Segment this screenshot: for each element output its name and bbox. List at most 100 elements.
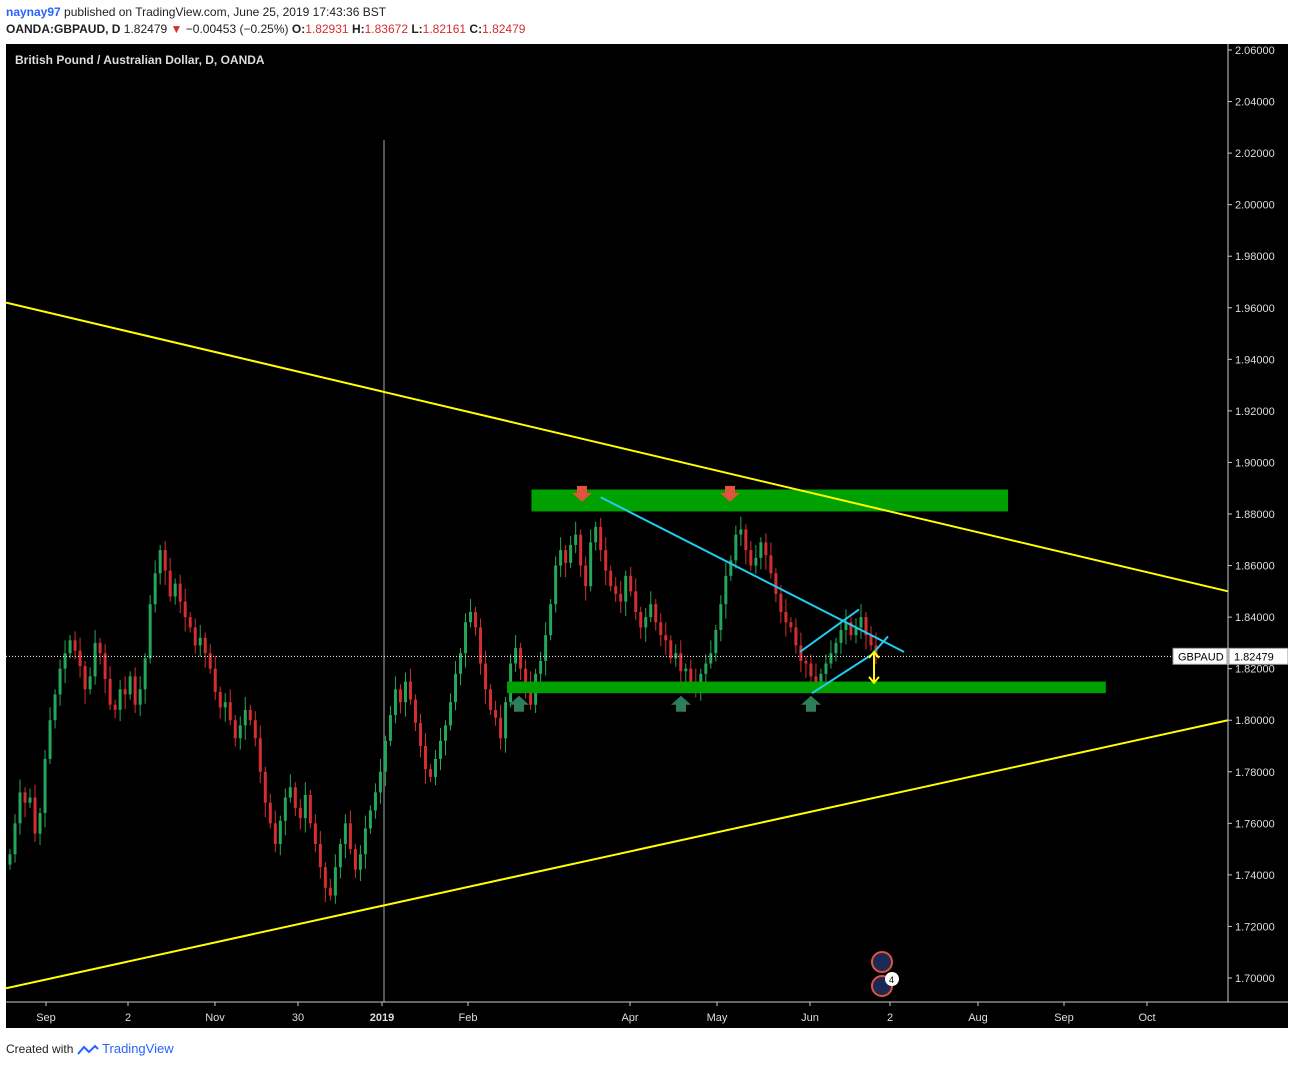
- x-tick-label: 2019: [370, 1012, 394, 1024]
- candle-body: [769, 555, 773, 574]
- candle-body: [759, 542, 763, 558]
- y-tick-label: 1.82000: [1235, 664, 1275, 676]
- candle-body: [579, 534, 583, 566]
- y-tick-label: 1.76000: [1235, 818, 1275, 830]
- candle-body: [829, 653, 833, 664]
- candle-body: [273, 823, 277, 844]
- down-triangle-icon: ▼: [170, 22, 183, 36]
- price-label-symbol: GBPAUD: [1178, 651, 1224, 663]
- candle-body: [664, 635, 668, 641]
- x-tick-label: Feb: [459, 1012, 478, 1024]
- candle-body: [98, 642, 102, 654]
- support-resistance-zone: [507, 681, 1106, 694]
- flag-au-icon[interactable]: [871, 951, 893, 973]
- channel-line: [811, 653, 873, 694]
- candle-body: [539, 660, 543, 674]
- candle-body: [233, 720, 237, 739]
- candle-body: [839, 630, 843, 643]
- price-label-symbol-box: [1172, 647, 1228, 665]
- y-tick-label: 2.00000: [1235, 200, 1275, 212]
- candle-body: [484, 663, 488, 690]
- candle-body: [128, 676, 132, 695]
- candle-body: [18, 792, 22, 824]
- candle-body: [454, 673, 458, 703]
- candle-body: [459, 653, 463, 674]
- low-label: L:: [411, 22, 423, 36]
- candle-body: [293, 787, 297, 808]
- candle-body: [569, 544, 573, 563]
- candle-body: [283, 797, 287, 821]
- price-chart[interactable]: 2.06000 2.04000 2.02000 2.00000 1.98000 1.960…: [6, 44, 1288, 1028]
- candle-body: [123, 689, 127, 695]
- candle-body: [869, 635, 873, 646]
- channel: [600, 496, 905, 694]
- candle-body: [564, 550, 568, 563]
- candle-body: [824, 663, 828, 674]
- candle-body: [208, 653, 212, 669]
- candle-body: [589, 542, 593, 587]
- channel-line: [600, 496, 905, 653]
- candle-body: [684, 668, 688, 672]
- candle-body: [779, 593, 783, 612]
- candle-body: [834, 642, 838, 654]
- high-value: 1.83672: [364, 22, 408, 36]
- y-tick-label: 2.06000: [1235, 45, 1275, 57]
- candle-body: [193, 627, 197, 646]
- target-arrow-down-icon: [868, 676, 880, 685]
- down-arrow-icon: [720, 485, 740, 502]
- candle-body: [554, 565, 558, 605]
- candle-body: [338, 843, 342, 868]
- candle-body: [83, 666, 87, 690]
- candle-body: [13, 823, 17, 855]
- candle-body: [729, 560, 733, 576]
- candle-body: [8, 854, 12, 865]
- candle-body: [423, 746, 427, 770]
- up-arrow-icon: [509, 695, 529, 712]
- tradingview-link[interactable]: TradingView: [102, 1041, 174, 1056]
- chart-container[interactable]: 2.06000 2.04000 2.02000 2.00000 1.98000 1.960…: [6, 44, 1288, 1028]
- y-tick-label: 1.86000: [1235, 561, 1275, 573]
- candle-body: [544, 635, 548, 661]
- candle-body: [469, 611, 473, 623]
- candle-body: [529, 684, 533, 705]
- support-resistance-zone: [531, 489, 1009, 512]
- candle-body: [143, 658, 147, 690]
- economic-events[interactable]: 4: [871, 951, 899, 997]
- candle-body: [48, 720, 52, 759]
- candle-body: [383, 740, 387, 772]
- candle-body: [599, 526, 603, 551]
- event-count: 4: [889, 975, 894, 985]
- candle-body: [438, 740, 442, 759]
- candle-body: [854, 627, 858, 636]
- x-tick-label: Sep: [1054, 1012, 1074, 1024]
- last-price: 1.82479: [123, 22, 168, 36]
- candle-body: [58, 668, 62, 695]
- y-tick-label: 1.72000: [1235, 921, 1275, 933]
- x-tick-label: 2: [887, 1012, 893, 1024]
- published-text: published on TradingView.com, June 25, 2…: [64, 5, 387, 19]
- y-tick-label: 1.92000: [1235, 406, 1275, 418]
- chart-background: [6, 44, 1288, 1028]
- candle-body: [33, 797, 37, 834]
- candle-body: [669, 640, 673, 659]
- ohlc-line: OANDA:GBPAUD, D 1.82479 ▼ −0.00453 (−0.2…: [6, 21, 525, 38]
- candle-body: [388, 715, 392, 741]
- open-label: O:: [291, 22, 306, 36]
- candle-body: [714, 630, 718, 654]
- candle-body: [253, 720, 257, 739]
- chart-title: British Pound / Australian Dollar, D, OA…: [15, 53, 265, 67]
- candle-body: [679, 653, 683, 672]
- high-label: H:: [351, 22, 365, 36]
- candle-body: [238, 725, 242, 739]
- candle-body: [398, 689, 402, 703]
- candle-body: [138, 689, 142, 705]
- candle-body: [418, 722, 422, 746]
- x-tick-label: Oct: [1138, 1012, 1155, 1024]
- candle-body: [403, 681, 407, 703]
- candle-body: [368, 810, 372, 829]
- author-link[interactable]: naynay97: [6, 5, 61, 19]
- candle-body: [609, 570, 613, 587]
- close-label: C:: [469, 22, 483, 36]
- footer: Created with TradingView: [6, 1041, 174, 1056]
- candle-body: [53, 694, 57, 721]
